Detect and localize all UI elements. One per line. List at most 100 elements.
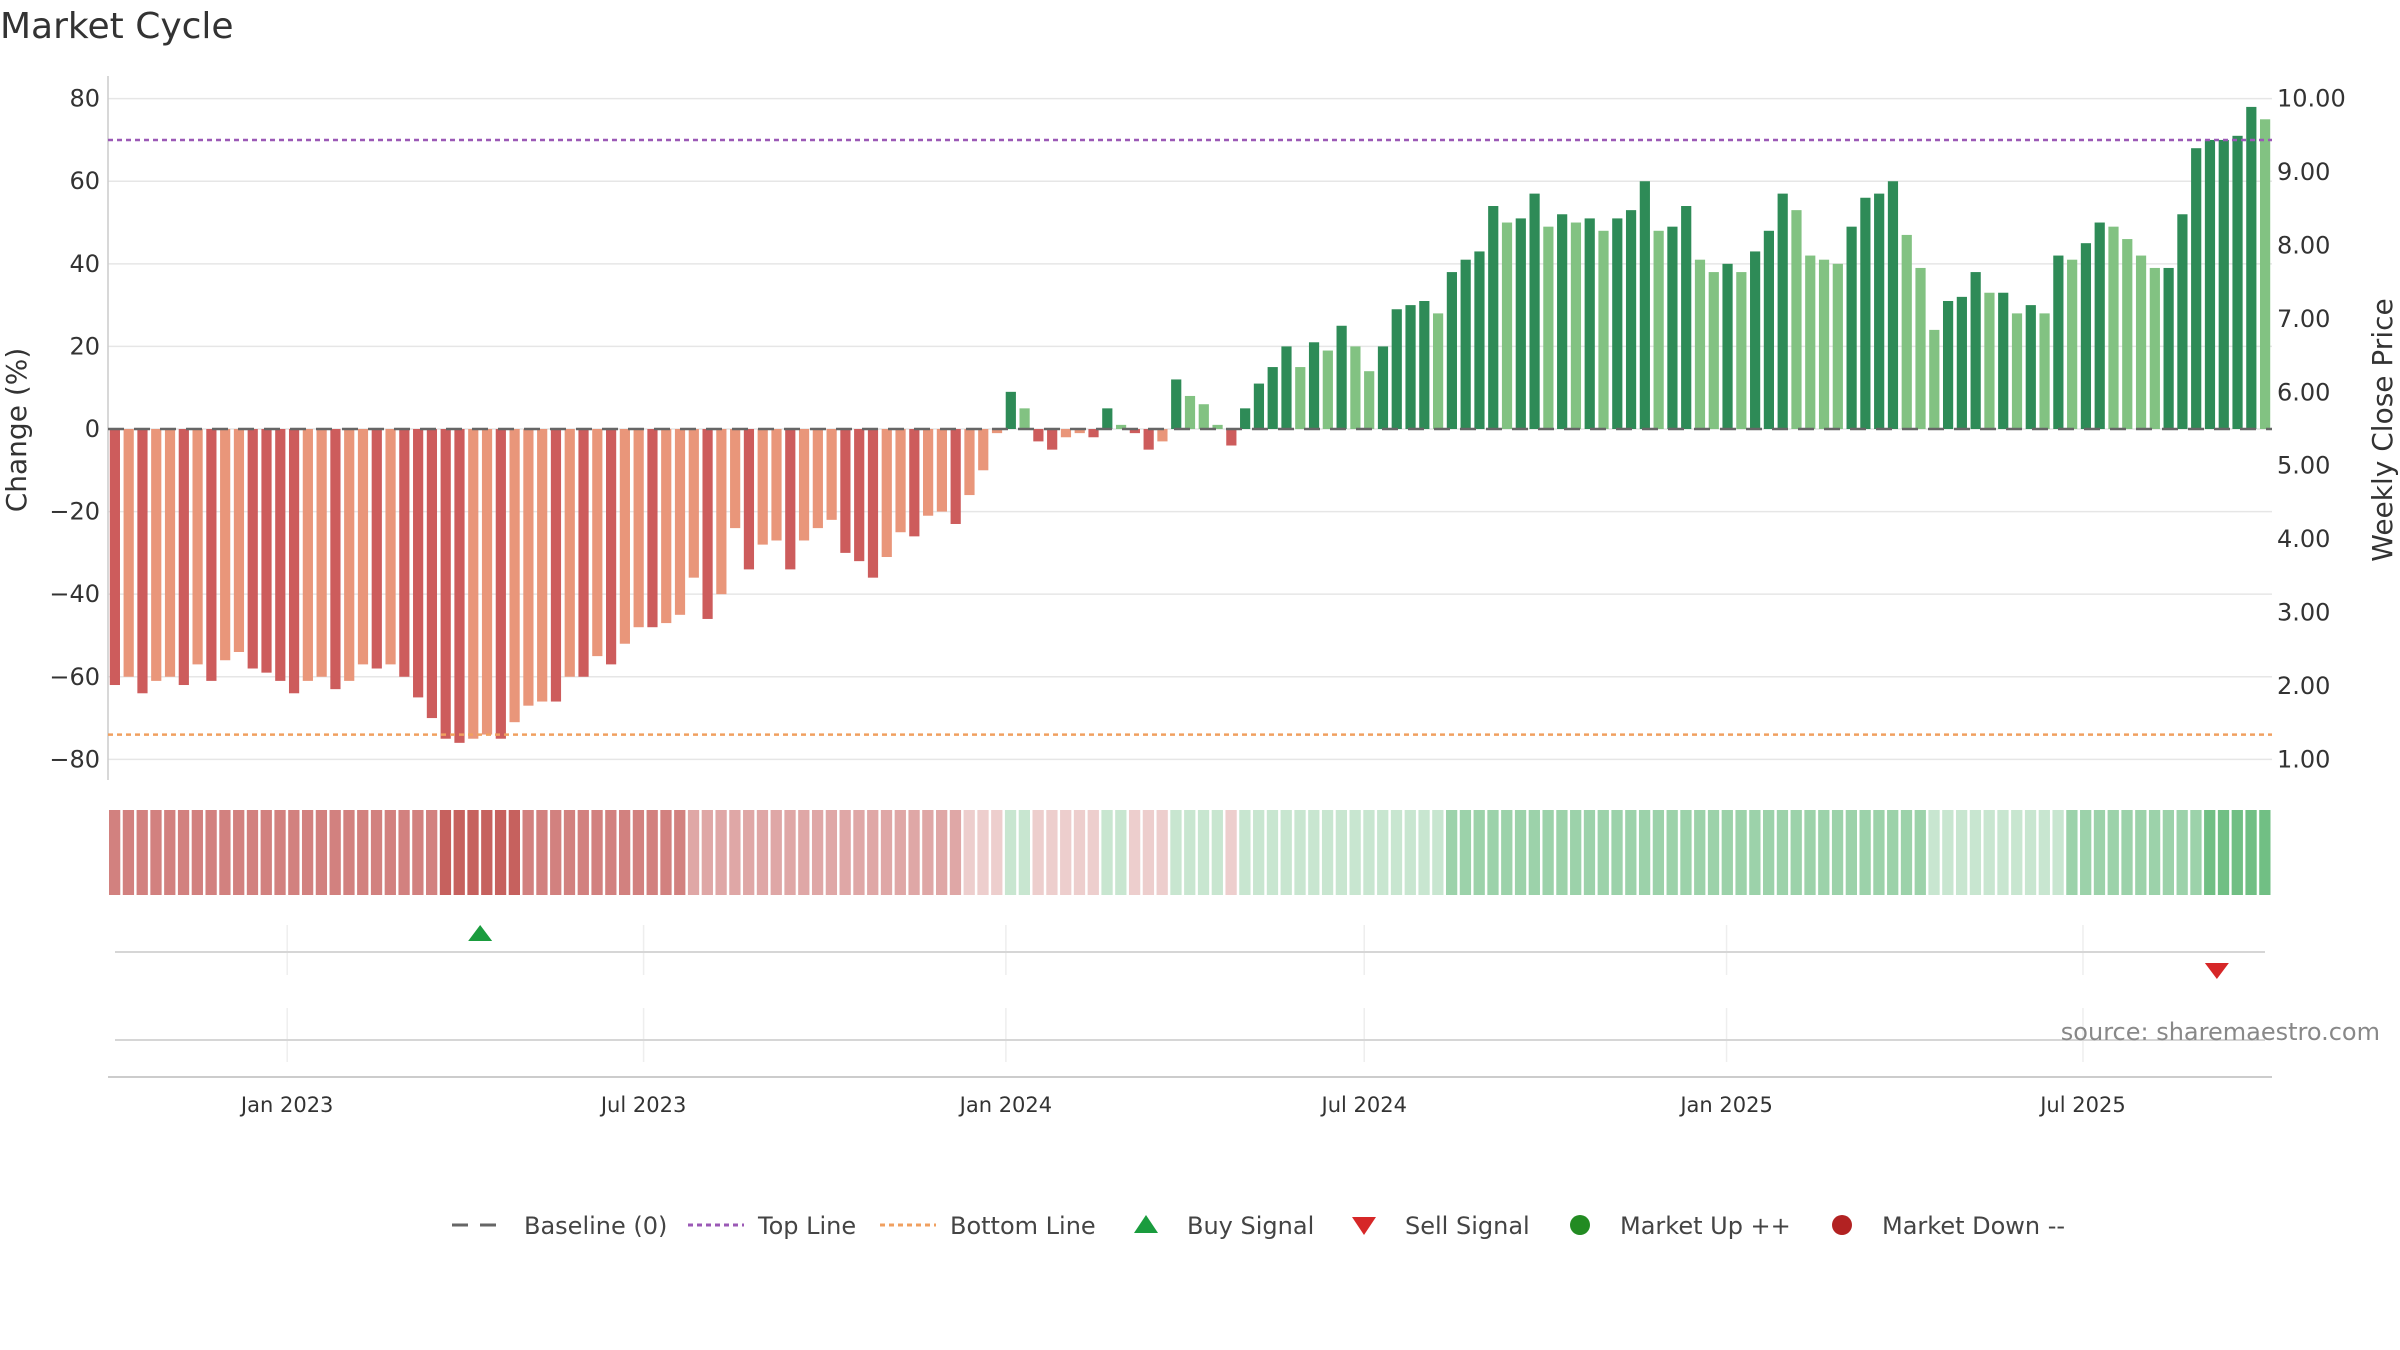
change-bar (1281, 346, 1292, 429)
strength-cell (1142, 810, 1155, 895)
strength-cell (715, 810, 727, 895)
change-bar (1763, 230, 1774, 429)
strength-cell (1170, 810, 1182, 895)
strength-cell (1942, 810, 1954, 895)
strength-cell (1694, 810, 1706, 895)
change-bar (757, 429, 768, 545)
legend-item: Buy Signal (1134, 1212, 1314, 1240)
strength-cell (1790, 810, 1802, 895)
change-bar (1929, 329, 1940, 429)
strength-cell (991, 810, 1003, 895)
change-bar (1984, 292, 1995, 429)
change-bar (178, 429, 189, 686)
change-bar (495, 429, 506, 739)
strength-cell (1900, 810, 1913, 895)
strength-cell (1418, 810, 1430, 895)
strength-cell (922, 810, 934, 895)
strength-cell (274, 810, 286, 895)
strength-cell (908, 810, 920, 895)
change-bar (550, 429, 562, 702)
x-tick-label: Jan 2025 (1678, 1093, 1773, 1117)
change-bar (454, 429, 465, 743)
strength-cell (398, 810, 410, 895)
strength-cell (825, 810, 838, 895)
change-bar (840, 429, 851, 553)
change-bar (633, 429, 644, 628)
change-bar (509, 429, 520, 723)
change-bar (619, 429, 630, 644)
change-bar (1722, 263, 1733, 429)
strength-cell (1721, 810, 1733, 895)
strength-cell (508, 810, 520, 895)
legend-item: Sell Signal (1352, 1212, 1530, 1240)
strength-cell (122, 810, 135, 895)
strength-cell (1335, 810, 1348, 895)
change-bar (1240, 408, 1251, 429)
left-y-tick-label: 0 (85, 415, 100, 443)
change-bar (1253, 383, 1265, 429)
change-bar (2149, 267, 2160, 429)
change-bar (923, 429, 934, 516)
change-bar (2108, 226, 2119, 429)
change-bar (1115, 424, 1127, 429)
chart-title: Market Cycle (0, 6, 234, 47)
change-bar (1198, 404, 1209, 429)
change-bar (1805, 255, 1816, 429)
change-bar (288, 429, 300, 694)
strength-cell (1556, 810, 1568, 895)
change-bar (1639, 181, 1650, 429)
legend-item: Market Down -- (1832, 1212, 2065, 1240)
change-bar (1708, 272, 1719, 429)
strength-cell (550, 810, 562, 895)
strength-cell (701, 810, 713, 895)
strength-cell (2176, 810, 2188, 895)
change-bar (881, 429, 892, 558)
strength-cell (1928, 810, 1940, 895)
strength-cell (1818, 810, 1830, 895)
right-y-tick-label: 8.00 (2277, 231, 2330, 259)
strength-cell (1225, 810, 1237, 895)
right-y-tick-label: 5.00 (2277, 452, 2330, 480)
change-bar (826, 429, 837, 520)
strength-cell (384, 810, 396, 895)
change-bar (771, 429, 782, 541)
strength-cell (205, 810, 217, 895)
change-bar (2204, 139, 2216, 429)
strength-cell (191, 810, 203, 895)
strength-cell (2107, 810, 2119, 895)
change-bar (1019, 408, 1030, 429)
strength-cell (370, 810, 383, 895)
strength-cell (2121, 810, 2133, 895)
change-bar (1777, 193, 1788, 429)
change-bar (1295, 367, 1306, 429)
strength-cell (2024, 810, 2037, 895)
strength-cell (743, 810, 755, 895)
change-bar (1419, 300, 1430, 429)
change-bar (1818, 259, 1830, 429)
change-bar (964, 429, 975, 496)
strength-cell (2052, 810, 2064, 895)
change-bar (1750, 251, 1761, 429)
change-bar (385, 429, 396, 665)
change-bar (2067, 259, 2078, 429)
strength-cell (536, 810, 548, 895)
change-bar (1791, 210, 1802, 429)
change-bar (895, 429, 906, 533)
legend-circle-swatch (1832, 1215, 1852, 1235)
left-y-tick-label: 40 (69, 250, 100, 278)
change-bar (151, 429, 162, 681)
strength-cell (1487, 810, 1499, 895)
x-tick-label: Jul 2023 (599, 1093, 686, 1117)
strength-cell (329, 810, 341, 895)
change-bar (1612, 218, 1623, 429)
strength-cell (1308, 810, 1320, 895)
change-bar (2025, 305, 2036, 429)
change-bar (909, 429, 920, 537)
legend-buy-swatch (1134, 1215, 1158, 1233)
change-bar (1681, 206, 1692, 429)
change-bar (1653, 230, 1664, 429)
change-bar (2094, 222, 2105, 429)
left-y-tick-label: 60 (69, 167, 100, 195)
strength-cell (1542, 810, 1554, 895)
change-bar (1694, 259, 1706, 429)
